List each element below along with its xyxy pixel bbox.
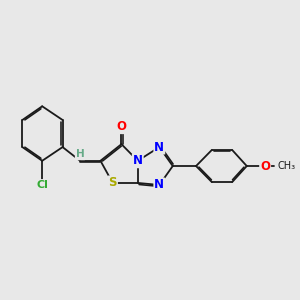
Text: N: N [154, 178, 164, 191]
Text: N: N [133, 154, 143, 167]
Text: N: N [154, 141, 164, 154]
Text: CH₃: CH₃ [278, 161, 296, 171]
Text: O: O [260, 160, 270, 172]
Text: O: O [116, 120, 127, 133]
Text: H: H [76, 149, 84, 159]
Text: Cl: Cl [36, 180, 48, 190]
Text: S: S [109, 176, 117, 189]
